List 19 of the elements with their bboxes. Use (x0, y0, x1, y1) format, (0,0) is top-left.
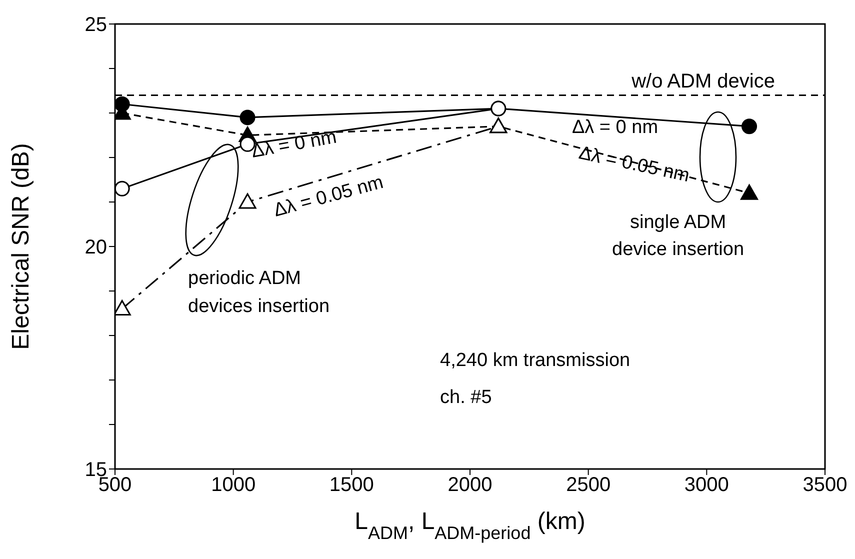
x-tick-label: 3000 (684, 474, 729, 496)
y-axis-title: Electrical SNR (dB) (8, 143, 35, 350)
annotation: Δλ = 0 nm (572, 117, 658, 138)
annotation: devices insertion (188, 296, 330, 317)
x-tick-label: 1500 (329, 474, 374, 496)
annotation: 4,240 km transmission (440, 350, 630, 371)
annotation: ch. #5 (440, 387, 492, 408)
x-tick-label: 2500 (566, 474, 611, 496)
annotation: Δλ = 0.05 nm (272, 172, 386, 222)
x-tick-label: 2000 (448, 474, 492, 496)
ref-line-label: w/o ADM device (630, 70, 775, 92)
x-tick-label: 1000 (211, 474, 256, 496)
x-axis-title: L$_{ADM}$, L$_{ADM-period}$ (km) (354, 508, 586, 543)
y-tick-label: 20 (84, 236, 107, 259)
x-tick-label: 3500 (802, 474, 848, 496)
annotation: device insertion (612, 239, 744, 260)
y-tick-label: 25 (84, 14, 107, 36)
annotation: single ADM (630, 212, 726, 233)
annotation: periodic ADM (188, 268, 301, 289)
